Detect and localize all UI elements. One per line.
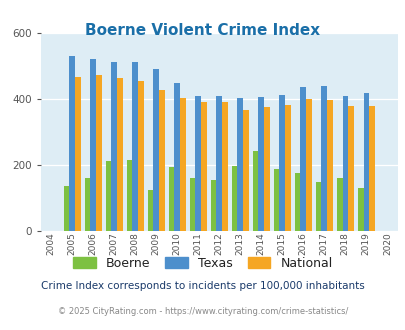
Bar <box>138 81 143 231</box>
Bar <box>284 105 290 231</box>
Bar <box>326 100 332 231</box>
Bar <box>336 178 342 231</box>
Bar <box>258 97 264 231</box>
Bar <box>111 62 117 231</box>
Bar <box>132 62 138 231</box>
Bar <box>231 166 237 231</box>
Bar <box>216 96 222 231</box>
Text: Crime Index corresponds to incidents per 100,000 inhabitants: Crime Index corresponds to incidents per… <box>41 281 364 291</box>
Bar <box>159 90 164 231</box>
Bar <box>279 95 284 231</box>
Bar <box>84 178 90 231</box>
Bar <box>264 107 269 231</box>
Bar <box>126 160 132 231</box>
Bar <box>300 87 305 231</box>
Bar <box>195 96 200 231</box>
Bar <box>210 180 216 231</box>
Bar <box>69 56 75 231</box>
Bar <box>64 186 69 231</box>
Legend: Boerne, Texas, National: Boerne, Texas, National <box>68 252 337 275</box>
Bar <box>368 106 374 231</box>
Bar <box>243 110 248 231</box>
Text: © 2025 CityRating.com - https://www.cityrating.com/crime-statistics/: © 2025 CityRating.com - https://www.city… <box>58 307 347 315</box>
Bar <box>222 102 227 231</box>
Bar <box>342 96 347 231</box>
Bar <box>75 77 81 231</box>
Bar <box>168 167 174 231</box>
Bar <box>347 106 353 231</box>
Bar <box>315 182 321 231</box>
Bar <box>147 190 153 231</box>
Bar <box>189 178 195 231</box>
Bar <box>321 86 326 231</box>
Bar <box>294 173 300 231</box>
Bar <box>90 59 96 231</box>
Bar <box>200 102 206 231</box>
Bar <box>96 75 101 231</box>
Bar <box>362 93 368 231</box>
Text: Boerne Violent Crime Index: Boerne Violent Crime Index <box>85 23 320 38</box>
Bar <box>117 78 122 231</box>
Bar <box>153 69 159 231</box>
Bar <box>179 98 185 231</box>
Bar <box>273 169 279 231</box>
Bar <box>105 161 111 231</box>
Bar <box>305 99 311 231</box>
Bar <box>252 151 258 231</box>
Bar <box>237 98 243 231</box>
Bar <box>174 82 179 231</box>
Bar <box>357 188 362 231</box>
